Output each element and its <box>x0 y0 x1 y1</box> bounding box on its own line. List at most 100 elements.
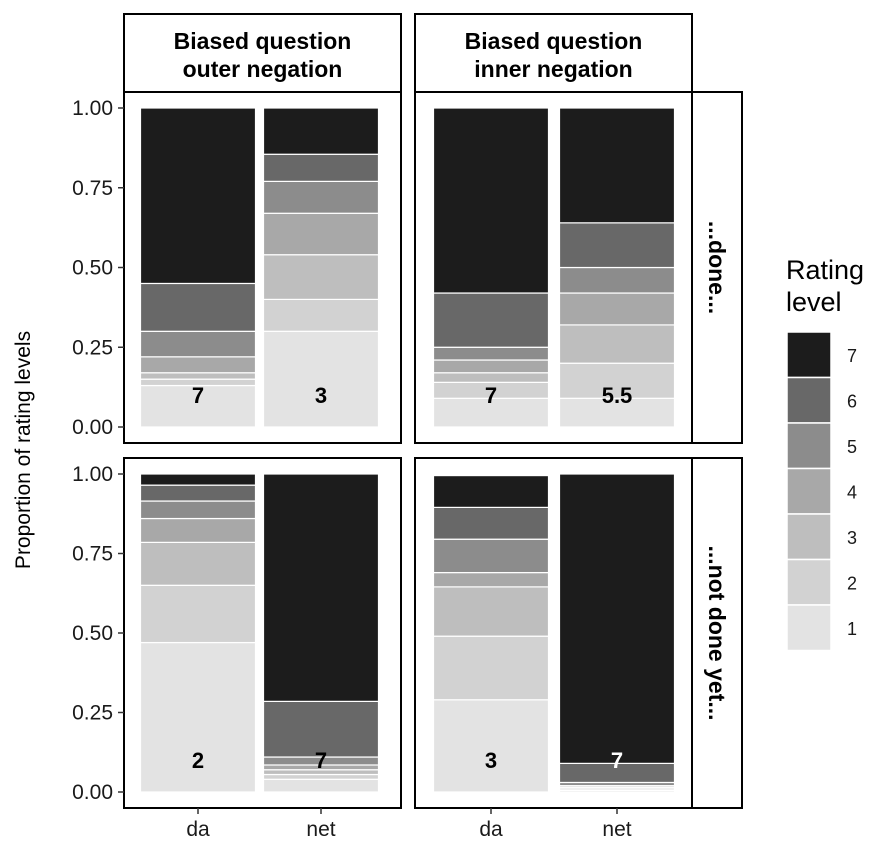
y-tick-label: 0.00 <box>72 781 113 804</box>
bar-segment-level-1 <box>262 778 380 793</box>
legend-label: 6 <box>847 391 857 411</box>
bar-segment-level-6 <box>432 506 550 540</box>
legend-item-3: 3 <box>786 513 857 561</box>
legend-title: level <box>786 287 842 317</box>
bar-segment-level-4 <box>262 212 380 256</box>
bar-segment-level-2 <box>558 362 676 399</box>
legend-item-4: 4 <box>786 467 857 515</box>
bar-segment-level-6 <box>558 222 676 269</box>
x-tick-label: da <box>479 818 503 841</box>
col-strip-box <box>414 13 693 93</box>
y-tick-label: 0.50 <box>72 257 113 280</box>
bar-segment-level-7 <box>262 473 380 702</box>
bar-net: 3 <box>262 107 380 428</box>
legend-item-6: 6 <box>786 376 857 424</box>
legend-key <box>786 513 832 561</box>
bar-da: 7 <box>139 107 257 428</box>
row-strip-box <box>691 91 743 444</box>
y-tick-label: 0.00 <box>72 416 113 439</box>
legend-title: Rating <box>786 255 864 285</box>
bar-segment-level-1 <box>432 699 550 793</box>
bar-median-label: 7 <box>485 383 497 408</box>
row-strip-2: ...not done yet... <box>691 457 743 809</box>
legend-label: 1 <box>847 619 857 639</box>
y-tick-label: 0.50 <box>72 622 113 645</box>
bar-segment-level-6 <box>432 292 550 348</box>
bar-segment-level-3 <box>432 586 550 637</box>
row-strip-label: ...done... <box>704 221 730 314</box>
bar-segment-level-4 <box>139 517 257 543</box>
y-tick-label: 0.25 <box>72 336 113 359</box>
legend-key <box>786 376 832 424</box>
bar-segment-level-5 <box>432 538 550 574</box>
y-tick-label: 0.25 <box>72 702 113 725</box>
bar-segment-level-7 <box>262 107 380 155</box>
bar-segment-level-5 <box>558 266 676 294</box>
bar-segment-level-5 <box>139 330 257 358</box>
legend-item-7: 7 <box>786 331 857 379</box>
bar-net: 7 <box>558 473 676 793</box>
facet-panels: 7 3 7 5.52 7 3 7 <box>123 91 693 809</box>
bar-segment-level-7 <box>558 473 676 764</box>
legend-label: 3 <box>847 528 857 548</box>
y-tick-label: 1.00 <box>72 97 113 120</box>
bar-median-label: 7 <box>315 748 327 773</box>
legend-label: 7 <box>847 346 857 366</box>
row-strip-label: ...not done yet... <box>704 545 730 720</box>
legend-key <box>786 467 832 515</box>
x-axis-col-2: da net <box>479 808 632 841</box>
bar-segment-level-2 <box>432 635 550 701</box>
bar-segment-level-5 <box>139 500 257 520</box>
bar-segment-level-7 <box>558 107 676 224</box>
bar-segment-level-1 <box>262 330 380 428</box>
y-tick-label: 0.75 <box>72 543 113 566</box>
bar-median-label: 3 <box>485 748 497 773</box>
bar-segment-level-4 <box>139 356 257 374</box>
bar-median-label: 7 <box>192 383 204 408</box>
bar-median-label: 5.5 <box>602 383 633 408</box>
row-strip-box <box>691 457 743 809</box>
col-strip-label: Biased question <box>465 28 643 54</box>
x-tick-label: net <box>306 818 335 841</box>
row-strip-1: ...done... <box>691 91 743 444</box>
y-tick-label: 0.75 <box>72 177 113 200</box>
bar-segment-level-7 <box>139 473 257 486</box>
legend-label: 4 <box>847 482 857 502</box>
bar-net: 5.5 <box>558 107 676 428</box>
legend-item-1: 1 <box>786 604 857 652</box>
bar-segment-level-4 <box>558 292 676 326</box>
legend-label: 2 <box>847 573 857 593</box>
bar-segment-level-3 <box>432 372 550 383</box>
bar-segment-level-2 <box>262 298 380 332</box>
bar-segment-level-3 <box>262 254 380 301</box>
x-axis-col-1: da net <box>186 808 336 841</box>
bar-median-label: 7 <box>611 748 623 773</box>
legend-label: 5 <box>847 437 857 457</box>
bar-da: 7 <box>432 107 550 428</box>
legend-key <box>786 558 832 606</box>
bar-net: 7 <box>262 473 380 793</box>
legend-key <box>786 604 832 652</box>
x-tick-label: da <box>186 818 210 841</box>
bar-segment-level-6 <box>262 153 380 182</box>
y-axis-row-2: 0.00 0.25 0.50 0.75 1.00 <box>72 463 124 804</box>
bar-median-label: 2 <box>192 748 204 773</box>
panel-r1-c2: 7 5.5 <box>414 91 693 444</box>
legend-item-2: 2 <box>786 558 857 606</box>
y-tick-label: 1.00 <box>72 463 113 486</box>
bar-segment-level-1 <box>139 384 257 428</box>
bar-median-label: 3 <box>315 383 327 408</box>
bar-segment-level-3 <box>558 324 676 364</box>
y-axis-title: Proportion of rating levels <box>12 331 35 569</box>
bar-segment-level-1 <box>139 641 257 793</box>
y-axis-row-1: 0.00 0.25 0.50 0.75 1.00 <box>72 97 124 439</box>
legend-key <box>786 331 832 379</box>
bar-segment-level-2 <box>262 773 380 780</box>
legend-item-5: 5 <box>786 422 857 470</box>
